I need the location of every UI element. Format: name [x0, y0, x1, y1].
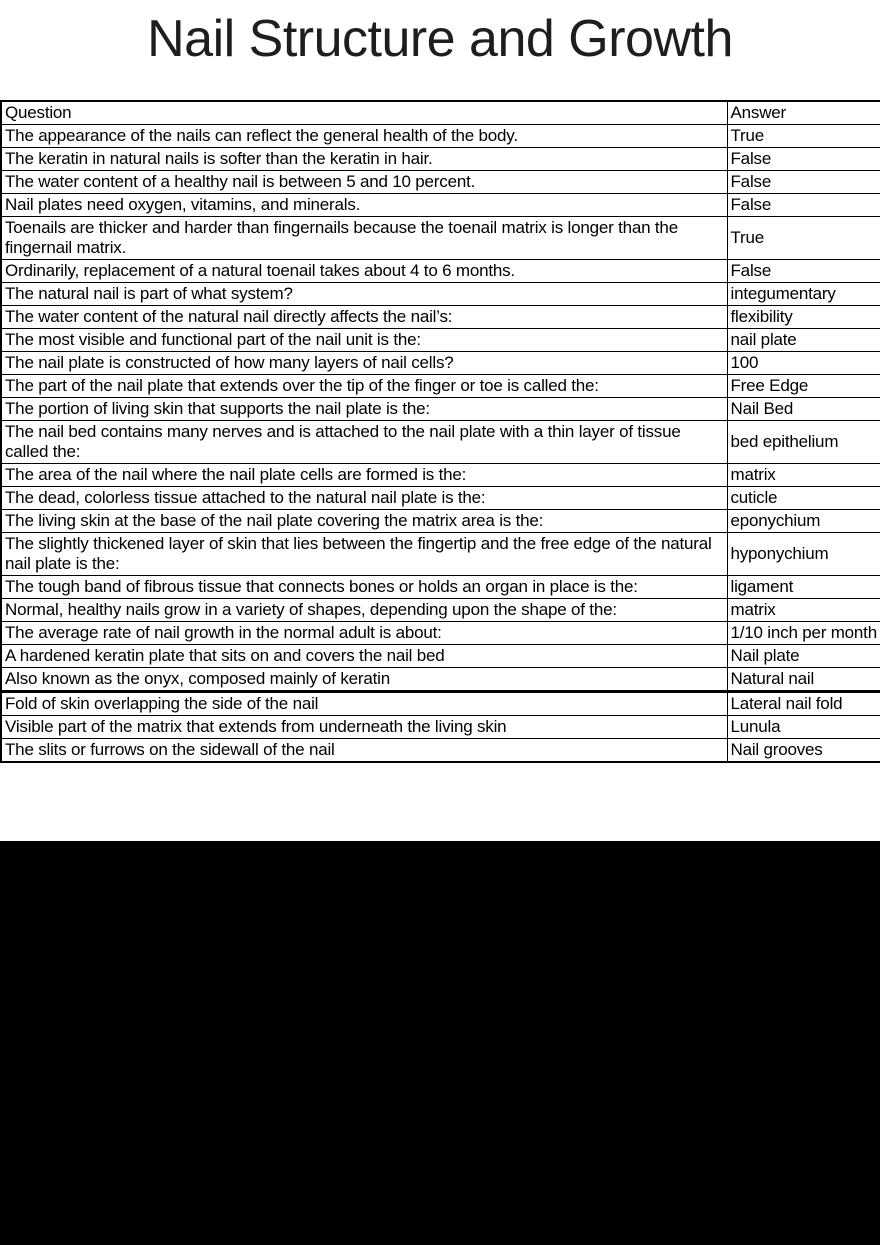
question-cell: The slits or furrows on the sidewall of …: [0, 738, 728, 763]
question-cell: The average rate of nail growth in the n…: [0, 621, 728, 645]
question-cell: Visible part of the matrix that extends …: [0, 715, 728, 739]
table-row: Normal, healthy nails grow in a variety …: [0, 598, 880, 622]
answer-cell: Natural nail: [726, 667, 880, 692]
answer-cell: True: [726, 216, 880, 260]
qa-table-body: The appearance of the nails can reflect …: [0, 124, 880, 763]
table-row: The water content of the natural nail di…: [0, 305, 880, 329]
answer-cell: hyponychium: [726, 532, 880, 576]
question-cell: Fold of skin overlapping the side of the…: [0, 690, 728, 716]
answer-cell: bed epithelium: [726, 420, 880, 464]
header-row: Question Answer: [0, 100, 880, 125]
question-cell: The portion of living skin that supports…: [0, 397, 728, 421]
table-row: Visible part of the matrix that extends …: [0, 715, 880, 739]
answer-cell: ligament: [726, 575, 880, 599]
table-row: The living skin at the base of the nail …: [0, 509, 880, 533]
answer-cell: matrix: [726, 598, 880, 622]
question-cell: Toenails are thicker and harder than fin…: [0, 216, 728, 260]
table-row: The slightly thickened layer of skin tha…: [0, 532, 880, 576]
question-column-header: Question: [0, 100, 728, 125]
question-cell: The most visible and functional part of …: [0, 328, 728, 352]
answer-cell: cuticle: [726, 486, 880, 510]
table-row: The nail plate is constructed of how man…: [0, 351, 880, 375]
answer-cell: flexibility: [726, 305, 880, 329]
table-row: The area of the nail where the nail plat…: [0, 463, 880, 487]
table-row: Fold of skin overlapping the side of the…: [0, 690, 880, 716]
answer-cell: Lateral nail fold: [726, 690, 880, 716]
answer-cell: matrix: [726, 463, 880, 487]
question-cell: The living skin at the base of the nail …: [0, 509, 728, 533]
answer-cell: integumentary: [726, 282, 880, 306]
qa-table-header: Question Answer: [0, 100, 880, 125]
table-row: The dead, colorless tissue attached to t…: [0, 486, 880, 510]
answer-cell: False: [726, 147, 880, 171]
table-row: The nail bed contains many nerves and is…: [0, 420, 880, 464]
answer-cell: Nail Bed: [726, 397, 880, 421]
answer-cell: nail plate: [726, 328, 880, 352]
question-cell: The appearance of the nails can reflect …: [0, 124, 728, 148]
question-cell: The slightly thickened layer of skin tha…: [0, 532, 728, 576]
question-cell: The tough band of fibrous tissue that co…: [0, 575, 728, 599]
answer-cell: 1/10 inch per month: [726, 621, 880, 645]
table-row: The appearance of the nails can reflect …: [0, 124, 880, 148]
table-row: The slits or furrows on the sidewall of …: [0, 738, 880, 763]
question-cell: The keratin in natural nails is softer t…: [0, 147, 728, 171]
qa-table: Question Answer The appearance of the na…: [0, 100, 880, 763]
question-cell: The dead, colorless tissue attached to t…: [0, 486, 728, 510]
table-row: Nail plates need oxygen, vitamins, and m…: [0, 193, 880, 217]
table-row: The water content of a healthy nail is b…: [0, 170, 880, 194]
question-cell: Also known as the onyx, composed mainly …: [0, 667, 728, 692]
table-row: The portion of living skin that supports…: [0, 397, 880, 421]
answer-cell: 100: [726, 351, 880, 375]
question-cell: Normal, healthy nails grow in a variety …: [0, 598, 728, 622]
table-row: The natural nail is part of what system?…: [0, 282, 880, 306]
answer-cell: Nail plate: [726, 644, 880, 668]
question-cell: Ordinarily, replacement of a natural toe…: [0, 259, 728, 283]
answer-cell: Lunula: [726, 715, 880, 739]
answer-cell: Free Edge: [726, 374, 880, 398]
question-cell: A hardened keratin plate that sits on an…: [0, 644, 728, 668]
answer-cell: Nail grooves: [726, 738, 880, 763]
table-row: Toenails are thicker and harder than fin…: [0, 216, 880, 260]
table-row: The tough band of fibrous tissue that co…: [0, 575, 880, 599]
question-cell: The nail plate is constructed of how man…: [0, 351, 728, 375]
question-cell: Nail plates need oxygen, vitamins, and m…: [0, 193, 728, 217]
answer-cell: False: [726, 259, 880, 283]
question-cell: The natural nail is part of what system?: [0, 282, 728, 306]
answer-column-header: Answer: [726, 100, 880, 125]
table-row: The part of the nail plate that extends …: [0, 374, 880, 398]
black-footer-block: [0, 841, 880, 1245]
table-row: The keratin in natural nails is softer t…: [0, 147, 880, 171]
answer-cell: False: [726, 193, 880, 217]
answer-cell: False: [726, 170, 880, 194]
question-cell: The nail bed contains many nerves and is…: [0, 420, 728, 464]
table-row: Also known as the onyx, composed mainly …: [0, 667, 880, 692]
table-row: The average rate of nail growth in the n…: [0, 621, 880, 645]
table-row: A hardened keratin plate that sits on an…: [0, 644, 880, 668]
table-row: Ordinarily, replacement of a natural toe…: [0, 259, 880, 283]
answer-cell: eponychium: [726, 509, 880, 533]
question-cell: The water content of a healthy nail is b…: [0, 170, 728, 194]
page-title: Nail Structure and Growth: [147, 10, 733, 68]
question-cell: The area of the nail where the nail plat…: [0, 463, 728, 487]
table-row: The most visible and functional part of …: [0, 328, 880, 352]
question-cell: The water content of the natural nail di…: [0, 305, 728, 329]
question-cell: The part of the nail plate that extends …: [0, 374, 728, 398]
answer-cell: True: [726, 124, 880, 148]
